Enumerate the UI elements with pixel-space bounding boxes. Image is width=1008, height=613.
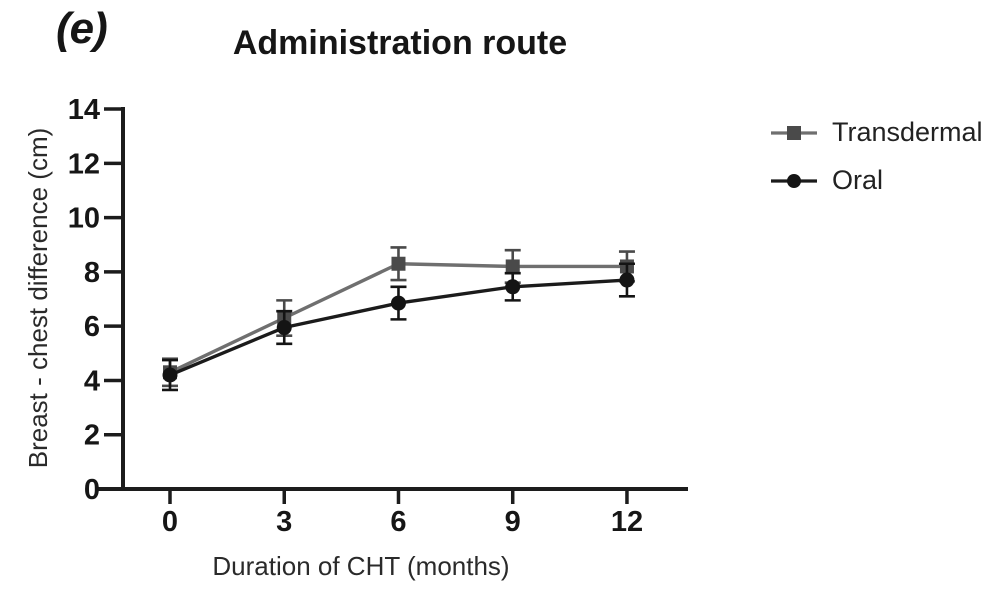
legend-label-oral: Oral — [832, 165, 884, 195]
y-tick-label: 0 — [84, 474, 100, 506]
oral-legend-marker-icon — [771, 173, 817, 188]
x-tick-label: 9 — [505, 506, 521, 538]
data-point-circle — [505, 279, 521, 295]
data-point-circle — [390, 295, 406, 311]
y-tick-label: 8 — [84, 257, 100, 289]
y-tick-label: 6 — [84, 311, 100, 343]
legend-entry-transdermal: Transdermal — [770, 117, 983, 147]
legend-label-transdermal: Transdermal — [832, 117, 983, 147]
y-axis-title: Breast - chest difference (cm) — [23, 127, 53, 469]
x-tick-label: 6 — [390, 506, 406, 538]
legend-entry-oral: Oral — [770, 165, 983, 195]
x-axis-title: Duration of CHT (months) — [212, 551, 510, 581]
x-tick-label: 12 — [611, 506, 643, 538]
y-tick-label: 12 — [68, 148, 100, 180]
chart-title: Administration route — [232, 24, 568, 62]
axes: 0 3 6 9 12 0 2 4 6 8 10 12 14 — [68, 94, 688, 538]
data-point-square — [391, 256, 406, 271]
legend: Transdermal Oral — [770, 117, 983, 195]
panel-label: (e) — [56, 4, 108, 53]
y-tick-label: 4 — [84, 365, 100, 397]
transdermal-legend-marker-icon — [771, 125, 817, 140]
x-tick-label: 0 — [162, 506, 178, 538]
data-point-square — [505, 259, 520, 274]
series-oral — [162, 262, 635, 392]
data-point-circle — [619, 272, 635, 288]
data-point-circle — [162, 367, 178, 383]
x-tick-label: 3 — [276, 506, 292, 538]
data-point-circle — [276, 320, 292, 336]
y-tick-label: 2 — [84, 420, 100, 452]
y-tick-label: 10 — [68, 203, 100, 235]
y-tick-label: 14 — [68, 94, 100, 126]
